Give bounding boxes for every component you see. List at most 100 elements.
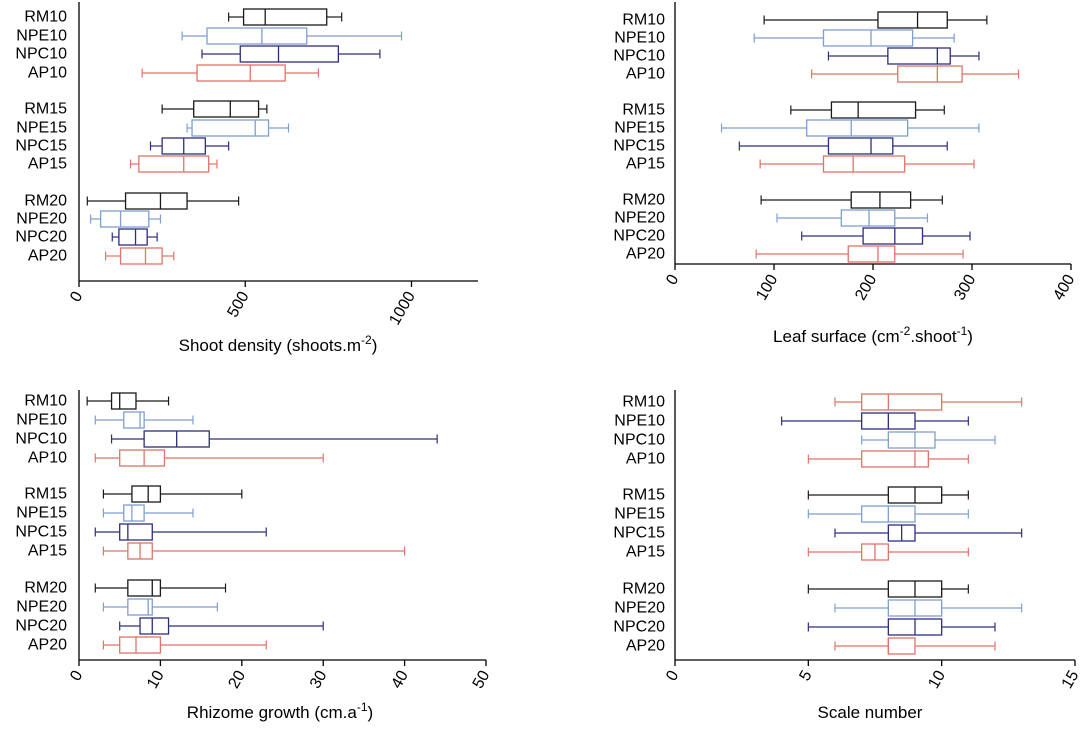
iqr-box [827, 137, 894, 155]
iqr-box [897, 65, 963, 83]
box-rm15: RM15 [622, 101, 945, 119]
box-npe20: NPE20 [614, 209, 929, 227]
category-label: NPC10 [613, 432, 665, 449]
box-npc15: NPC15 [15, 137, 230, 155]
box-ap20: AP20 [626, 637, 996, 655]
x-tick-label: 30 [307, 668, 331, 692]
category-label: NPC20 [15, 229, 67, 246]
category-label: NPE20 [614, 600, 665, 617]
iqr-box [861, 450, 929, 468]
x-tick-label: 50 [470, 668, 494, 692]
category-label: RM10 [24, 393, 67, 410]
iqr-box [124, 192, 188, 210]
category-label: NPE15 [614, 506, 665, 523]
x-tick-label: 400 [1050, 272, 1078, 304]
category-label: RM20 [622, 581, 665, 598]
category-label: AP20 [626, 638, 665, 655]
category-label: RM10 [24, 9, 67, 26]
box-rm20: RM20 [622, 191, 943, 209]
category-label: RM15 [24, 486, 67, 503]
category-label: NPC20 [613, 619, 665, 636]
category-label: NPE10 [614, 30, 665, 47]
panel-scale-number: 0 5 10 15 RM10 NPE10 NPC10 AP10 RM15 NPE15 NPC15 AP… [613, 390, 1082, 722]
box-ap20: AP20 [626, 245, 964, 263]
iqr-box [127, 598, 153, 616]
x-tick-label: 300 [951, 272, 979, 304]
iqr-box [861, 393, 943, 411]
box-npc10: NPC10 [15, 45, 381, 63]
category-label: AP20 [28, 637, 67, 654]
box-rm15: RM15 [622, 486, 969, 504]
box-npc15: NPC15 [613, 524, 1023, 542]
x-tick-label: 200 [852, 272, 880, 304]
x-tick-label: 1000 [386, 289, 419, 328]
box-rm10: RM10 [24, 392, 170, 410]
category-label: NPE20 [16, 211, 67, 228]
box-ap10: AP10 [28, 449, 324, 467]
category-label: NPC15 [613, 525, 665, 542]
box-npc20: NPC20 [613, 618, 996, 636]
box-ap15: AP15 [626, 155, 975, 173]
box-npe10: NPE10 [614, 29, 955, 47]
category-label: NPC20 [15, 618, 67, 635]
iqr-box [840, 209, 896, 227]
category-label: RM15 [24, 101, 67, 118]
iqr-box [850, 191, 912, 209]
box-npc10: NPC10 [15, 430, 438, 448]
iqr-box [123, 504, 145, 522]
box-npc10: NPC10 [613, 431, 996, 449]
box-rm20: RM20 [24, 579, 227, 597]
x-tick-label: 0 [67, 668, 86, 684]
category-label: NPE15 [16, 120, 67, 137]
category-label: NPE15 [614, 120, 665, 137]
box-ap10: AP10 [28, 64, 319, 82]
iqr-box [139, 617, 170, 635]
box-ap15: AP15 [626, 543, 969, 561]
x-tick-label: 10 [144, 668, 168, 692]
x-axis-title: Shoot density (shoots.m-2) [179, 333, 378, 355]
box-ap20: AP20 [28, 247, 175, 265]
x-tick-label: 15 [1059, 668, 1083, 692]
box-rm15: RM15 [24, 485, 243, 503]
box-npe20: NPE20 [16, 210, 162, 228]
category-label: NPC10 [613, 48, 665, 65]
iqr-box [239, 45, 339, 63]
category-label: AP20 [626, 246, 665, 263]
x-axis-title: Scale number [818, 703, 923, 722]
iqr-box [242, 8, 328, 26]
category-label: NPC20 [613, 228, 665, 245]
x-tick-label: 10 [925, 668, 949, 692]
box-npe15: NPE15 [614, 505, 969, 523]
x-tick-label: 500 [225, 289, 253, 321]
iqr-box [822, 29, 914, 47]
category-label: AP15 [626, 544, 665, 561]
category-label: RM20 [24, 580, 67, 597]
category-label: AP10 [28, 65, 67, 82]
category-label: RM20 [622, 192, 665, 209]
box-npc15: NPC15 [15, 523, 267, 541]
iqr-box [196, 64, 286, 82]
category-label: NPE10 [16, 28, 67, 45]
box-npe10: NPE10 [16, 411, 194, 429]
iqr-box [118, 228, 148, 246]
box-npe20: NPE20 [16, 598, 218, 616]
iqr-box [862, 227, 924, 245]
x-axis-title: Rhizome growth (cm.a-1) [187, 700, 373, 722]
box-npc20: NPC20 [15, 617, 324, 635]
iqr-box [131, 485, 162, 503]
iqr-box [887, 47, 951, 65]
category-label: AP15 [28, 156, 67, 173]
box-ap10: AP10 [626, 65, 1020, 83]
iqr-box [822, 155, 906, 173]
box-rm10: RM10 [622, 11, 988, 29]
iqr-box [119, 523, 153, 541]
iqr-box [193, 100, 260, 118]
box-rm20: RM20 [622, 580, 969, 598]
x-tick-label: 100 [753, 272, 781, 304]
box-npe10: NPE10 [614, 412, 969, 430]
box-rm10: RM10 [622, 393, 1023, 411]
iqr-box [191, 119, 270, 137]
category-label: RM15 [622, 487, 665, 504]
category-label: NPC15 [15, 138, 67, 155]
iqr-box [110, 392, 137, 410]
